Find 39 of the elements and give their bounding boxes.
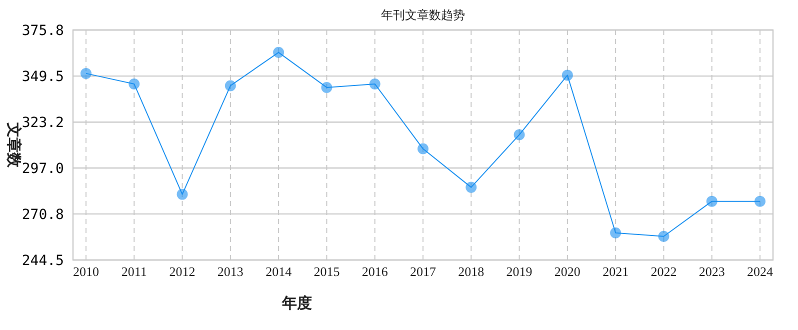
point (706, 196, 718, 207)
point (658, 230, 670, 242)
y-tick-label: 244.5 (22, 253, 64, 269)
x-tick-label: 2010 (73, 264, 99, 279)
point (321, 82, 332, 93)
x-tick-label: 2012 (169, 264, 196, 279)
y-tick-label: 349.5 (22, 69, 64, 86)
y-axis-title: 文章数 (5, 122, 23, 168)
x-axis-title: 年度 (281, 294, 312, 312)
point (80, 68, 92, 79)
x-tick-label: 2015 (314, 264, 340, 279)
point (128, 78, 140, 90)
point (514, 129, 525, 140)
x-tick-label: 2019 (506, 264, 532, 279)
y-tick-label: 323.2 (22, 115, 64, 132)
point (176, 188, 188, 200)
point (369, 78, 380, 90)
point (754, 196, 766, 207)
x-tick-label: 2022 (650, 264, 677, 279)
chart-title: 年刊文章数趋势 (381, 8, 465, 22)
x-tick-label: 2021 (602, 264, 629, 279)
x-tick-label: 2011 (121, 264, 147, 279)
y-tick-label: 297.0 (22, 161, 64, 178)
point (562, 70, 573, 81)
y-tick-label: 375.8 (22, 23, 64, 39)
x-tick-label: 2023 (698, 264, 725, 279)
x-tick-label: 2016 (362, 264, 388, 279)
x-tick-label: 2013 (217, 264, 244, 279)
point (466, 182, 477, 193)
x-tick-label: 2014 (266, 264, 292, 279)
x-tick-label: 2024 (747, 264, 774, 279)
point (273, 46, 284, 58)
point (224, 80, 236, 92)
x-tick-label: 2018 (458, 264, 484, 279)
x-tick-label: 2020 (554, 264, 580, 279)
x-tick-label: 2017 (410, 264, 436, 279)
point (610, 227, 622, 238)
point (418, 143, 428, 154)
y-tick-label: 270.8 (22, 206, 64, 223)
